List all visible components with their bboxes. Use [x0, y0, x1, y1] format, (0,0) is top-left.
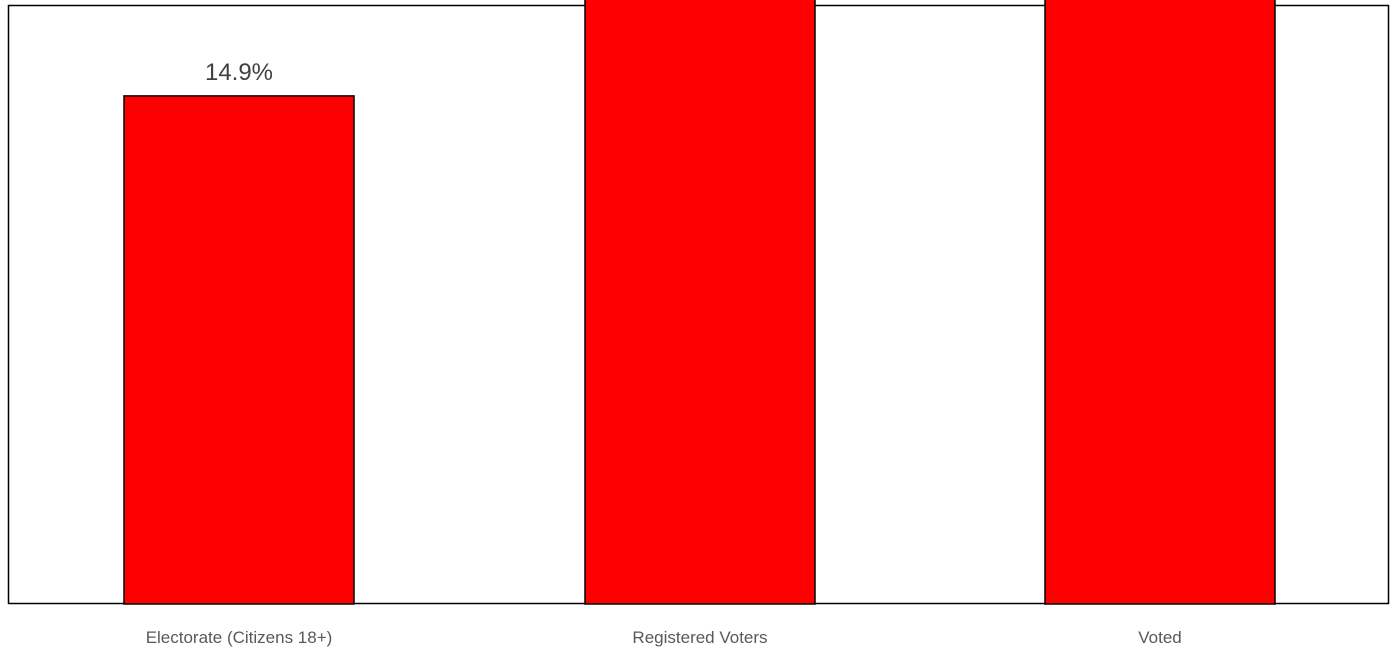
data-label-1: 14.9%: [205, 59, 273, 86]
x-tick-label-2: Registered Voters: [632, 628, 767, 647]
x-tick-label-3: Voted: [1138, 628, 1182, 647]
bar-3: [1044, 0, 1276, 605]
bar-1: [123, 95, 355, 605]
bars-layer: [123, 0, 1276, 605]
x-tick-labels-layer: Electorate (Citizens 18+) Registered Vote…: [146, 628, 1182, 647]
bar-2: [584, 0, 816, 605]
x-tick-label-1: Electorate (Citizens 18+): [146, 628, 333, 647]
data-labels-layer: 14.9%22.6%29.8%: [205, 59, 273, 86]
